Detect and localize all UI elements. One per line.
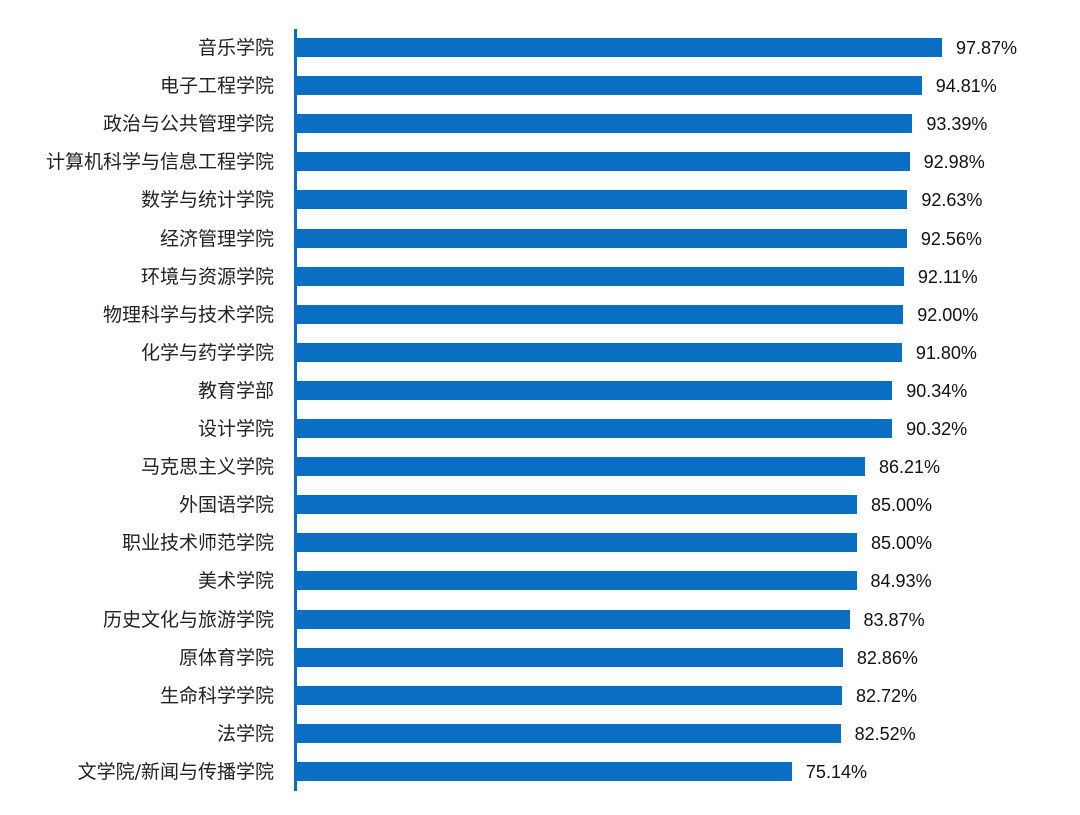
category-label: 马克思主义学院 xyxy=(140,456,274,479)
category-label: 历史文化与旅游学院 xyxy=(102,608,274,631)
value-label: 85.00% xyxy=(871,533,933,554)
bar xyxy=(296,571,857,591)
value-label: 90.32% xyxy=(906,419,968,439)
category-label: 数学与统计学院 xyxy=(140,189,274,212)
value-label: 97.87% xyxy=(955,38,1017,58)
value-label: 94.81% xyxy=(935,76,997,97)
value-label: 82.86% xyxy=(856,647,918,668)
bar xyxy=(296,609,850,629)
category-label: 计算机科学与信息工程学院 xyxy=(45,151,274,174)
category-label: 原体育学院 xyxy=(178,646,274,669)
value-label: 86.21% xyxy=(878,457,941,478)
bar-row: 数学与统计学院 92.63% xyxy=(0,181,1080,219)
value-label: 92.98% xyxy=(923,152,985,173)
bar xyxy=(296,152,910,172)
value-label: 90.34% xyxy=(906,380,968,401)
bar-row: 美术学院 84.93% xyxy=(0,562,1080,600)
category-label: 美术学院 xyxy=(197,570,274,593)
category-label: 化学与药学学院 xyxy=(140,341,274,364)
category-label: 法学院 xyxy=(216,722,274,745)
bar-row: 生命科学学院 82.72% xyxy=(0,677,1080,715)
category-label: 职业技术师范学院 xyxy=(121,532,274,555)
bar xyxy=(296,342,902,362)
value-label: 91.80% xyxy=(915,342,977,363)
value-label: 82.72% xyxy=(855,685,917,706)
value-label: 92.56% xyxy=(920,228,982,249)
value-label: 92.00% xyxy=(917,304,979,325)
category-label: 文学院/新闻与传播学院 xyxy=(77,760,274,783)
category-label: 经济管理学院 xyxy=(159,227,274,250)
bar-row: 环境与资源学院 92.11% xyxy=(0,258,1080,296)
bar xyxy=(296,761,792,781)
bar-row: 法学院 82.52% xyxy=(0,715,1080,753)
bar-row: 外国语学院 85.00% xyxy=(0,486,1080,524)
value-label: 92.11% xyxy=(917,266,978,287)
bar xyxy=(296,647,843,667)
bar-row: 政治与公共管理学院 93.39% xyxy=(0,105,1080,143)
bar xyxy=(296,190,908,210)
category-label: 物理科学与技术学院 xyxy=(102,303,274,326)
value-label: 84.93% xyxy=(870,571,932,592)
bar-row: 计算机科学与信息工程学院 92.98% xyxy=(0,143,1080,181)
category-label: 音乐学院 xyxy=(197,37,274,59)
category-label: 设计学院 xyxy=(197,418,274,440)
value-label: 85.00% xyxy=(871,495,933,516)
category-label: 政治与公共管理学院 xyxy=(102,113,274,136)
bar-row: 教育学部 90.34% xyxy=(0,372,1080,410)
bar xyxy=(296,266,904,286)
bar xyxy=(296,419,893,438)
bar xyxy=(296,380,893,400)
bar-row: 历史文化与旅游学院 83.87% xyxy=(0,601,1080,639)
category-label: 教育学部 xyxy=(197,379,274,402)
bar-row: 马克思主义学院 86.21% xyxy=(0,448,1080,486)
bar-row: 化学与药学学院 91.80% xyxy=(0,334,1080,372)
value-label: 82.52% xyxy=(854,723,916,744)
category-label: 电子工程学院 xyxy=(159,75,274,98)
bar-row: 原体育学院 82.86% xyxy=(0,639,1080,677)
value-label: 75.14% xyxy=(805,761,867,782)
bar xyxy=(296,76,922,96)
bar xyxy=(296,304,904,324)
bar xyxy=(296,114,913,134)
bar xyxy=(296,457,865,477)
y-axis-line xyxy=(294,29,297,791)
bar xyxy=(296,533,857,553)
value-label: 83.87% xyxy=(863,609,925,630)
bar-row: 职业技术师范学院 85.00% xyxy=(0,524,1080,562)
bar xyxy=(296,228,907,248)
category-label: 生命科学学院 xyxy=(159,684,274,707)
bar-row: 物理科学与技术学院 92.00% xyxy=(0,296,1080,334)
bar-row: 设计学院 90.32% xyxy=(0,410,1080,448)
value-label: 92.63% xyxy=(921,190,983,211)
bar xyxy=(296,685,842,705)
bar xyxy=(296,38,942,57)
bar xyxy=(296,723,841,743)
bar-row: 文学院/新闻与传播学院 75.14% xyxy=(0,753,1080,791)
bar-row: 经济管理学院 92.56% xyxy=(0,220,1080,258)
category-label: 环境与资源学院 xyxy=(140,265,274,288)
value-label: 93.39% xyxy=(926,114,988,135)
bar-row: 电子工程学院 94.81% xyxy=(0,67,1080,105)
bar xyxy=(296,495,857,515)
bar-row: 音乐学院 97.87% xyxy=(0,29,1080,67)
category-label: 外国语学院 xyxy=(178,494,274,517)
